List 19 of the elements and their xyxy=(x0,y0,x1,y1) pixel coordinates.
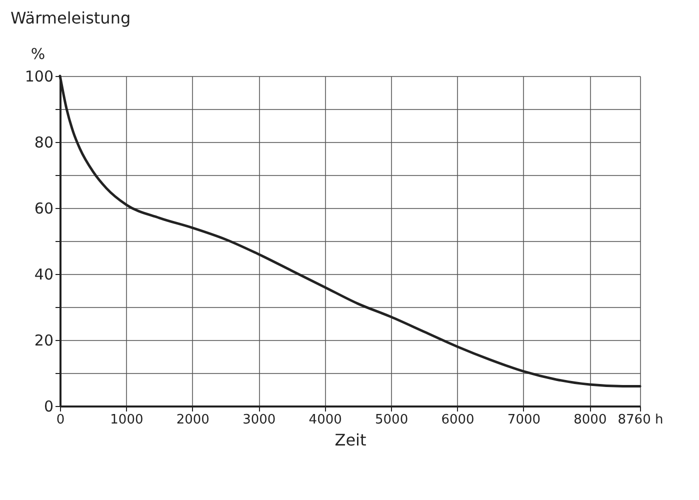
x-tick-label: 6000 xyxy=(441,412,474,428)
x-tick-label: 3000 xyxy=(242,412,276,428)
x-tick-label: 0 xyxy=(56,412,65,428)
x-tick-label: 4000 xyxy=(308,412,342,428)
x-tick-label: 8000 xyxy=(574,412,607,428)
x-tick-label: 5000 xyxy=(375,412,408,428)
y-tick-label: 0 xyxy=(44,398,54,416)
y-tick-label: 80 xyxy=(34,134,54,152)
x-tick-label: 2000 xyxy=(176,412,210,428)
x-tick-label: 8760 h xyxy=(618,412,664,428)
text: % xyxy=(30,45,46,63)
y-tick-label: 100 xyxy=(24,68,54,86)
y-axis-title: Wärmeleistung xyxy=(10,8,131,28)
x-tick-label: 1000 xyxy=(110,412,144,428)
y-tick-label: 60 xyxy=(34,200,54,218)
y-tick-label: 20 xyxy=(34,332,54,350)
x-axis-title: Zeit xyxy=(334,430,366,450)
y-tick-label: 40 xyxy=(34,266,54,284)
x-tick-label: 7000 xyxy=(507,412,541,428)
